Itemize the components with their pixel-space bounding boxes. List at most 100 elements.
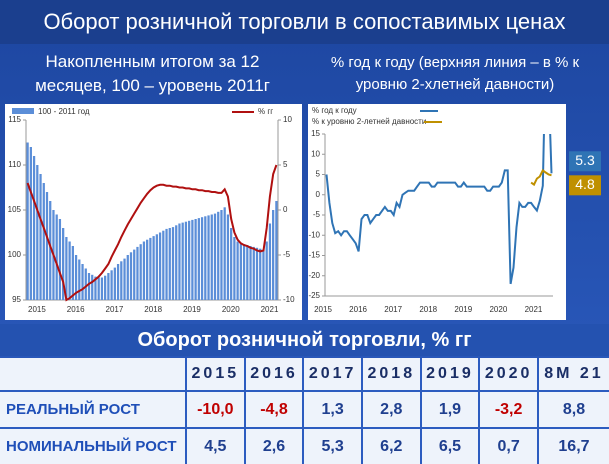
legend-swatch <box>12 108 34 114</box>
bar <box>220 210 223 300</box>
table-cell: 8,8 <box>536 391 609 428</box>
bar <box>255 247 259 300</box>
table-cell: 2,6 <box>243 428 304 464</box>
bar <box>233 237 236 300</box>
bar <box>265 241 268 300</box>
x-tick-label: 2016 <box>67 305 85 314</box>
y-tick-label: 15 <box>311 129 320 138</box>
column-header: 2017 <box>302 358 362 391</box>
bar <box>55 214 58 300</box>
bar <box>36 165 39 300</box>
corner-cell <box>0 358 186 391</box>
table-cell: -10,0 <box>185 391 245 428</box>
bar <box>26 142 29 300</box>
y-tick-label: -15 <box>308 251 320 260</box>
bar <box>100 277 104 300</box>
bar <box>230 228 233 300</box>
y-tick-label: 95 <box>12 295 21 304</box>
bar <box>49 201 52 300</box>
bar <box>42 183 45 300</box>
bar <box>110 270 113 300</box>
y-tick-label: -20 <box>308 271 320 280</box>
bar <box>116 264 120 300</box>
y-tick-label: -25 <box>308 291 320 300</box>
row-label: НОМИНАЛЬНЫЙ РОСТ <box>6 438 177 455</box>
y2-tick-label: -5 <box>283 250 291 259</box>
table-cell: -4,8 <box>243 391 304 428</box>
bar <box>78 259 81 300</box>
right-panel <box>308 104 566 320</box>
x-tick-label: 2018 <box>144 305 162 314</box>
bar <box>262 250 265 300</box>
x-tick-label: 2015 <box>314 305 332 314</box>
x-tick-label: 2020 <box>222 305 240 314</box>
table-cell: 6,5 <box>419 428 480 464</box>
row-label: РЕАЛЬНЫЙ РОСТ <box>6 401 140 418</box>
column-header: 2020 <box>478 358 538 391</box>
column-header: 2018 <box>360 358 421 391</box>
bar <box>81 264 84 300</box>
y-tick-label: 105 <box>8 205 22 214</box>
right-subtitle: % год к году (верхняя линия – в % к уров… <box>330 54 580 93</box>
bar <box>97 277 100 300</box>
bar <box>191 219 194 300</box>
y2-tick-label: -10 <box>283 295 295 304</box>
bar <box>200 217 204 300</box>
bar <box>84 268 87 300</box>
bar <box>165 228 168 300</box>
bar <box>275 201 278 300</box>
table-cell: 5,3 <box>302 428 362 464</box>
column-header: 2015 <box>185 358 245 391</box>
x-tick-label: 2017 <box>384 305 402 314</box>
table-cell: 6,2 <box>360 428 421 464</box>
y-tick-label: 0 <box>316 190 321 199</box>
y-tick-label: 5 <box>316 170 321 179</box>
table: 2015 2016 2017 2018 2019 2020 8М 21 РЕАЛЬНЫЙ РО… <box>0 358 609 464</box>
bar <box>129 252 133 300</box>
legend-label: % к уровню 2-летней давности <box>312 117 426 126</box>
table-cell: 1,3 <box>302 391 362 428</box>
bar <box>146 239 149 300</box>
series-line <box>325 134 553 285</box>
bar <box>249 246 252 300</box>
bar <box>65 237 68 300</box>
bar <box>136 246 139 300</box>
bar <box>39 174 42 300</box>
x-tick-label: 2020 <box>489 305 507 314</box>
series-line <box>530 168 552 187</box>
bar <box>107 273 110 300</box>
bar <box>171 227 175 300</box>
end-label: 4.8 <box>575 176 595 192</box>
left-subtitle: Накопленным итогом за 12 месяцев, 100 – … <box>35 52 270 95</box>
legend-label: 100 - 2011 год <box>38 107 90 116</box>
bar <box>207 215 210 300</box>
bar <box>120 261 123 300</box>
table-cell: 2,8 <box>360 391 421 428</box>
x-tick-label: 2018 <box>419 305 437 314</box>
bar <box>259 248 262 300</box>
bar <box>213 213 217 300</box>
y-tick-label: 115 <box>8 115 21 124</box>
bar <box>252 246 255 300</box>
x-tick-label: 2016 <box>349 305 367 314</box>
column-header: 2016 <box>243 358 304 391</box>
x-tick-label: 2021 <box>261 305 279 314</box>
bar <box>152 236 155 300</box>
bar <box>62 228 65 300</box>
bar <box>133 249 136 300</box>
table-cell: 16,7 <box>536 428 609 464</box>
y2-tick-label: 5 <box>283 160 288 169</box>
table-row: НОМИНАЛЬНЫЙ РОСТ 4,5 2,6 5,3 6,2 6,5 0,7 16,7 <box>0 428 609 464</box>
table-cell: 1,9 <box>419 391 480 428</box>
y-tick-label: 110 <box>8 160 21 169</box>
bar <box>113 267 116 300</box>
bar <box>158 232 162 300</box>
bar <box>184 221 188 300</box>
end-label-box <box>569 151 601 172</box>
header-row: 2015 2016 2017 2018 2019 2020 8М 21 <box>0 358 609 391</box>
table-cell: 4,5 <box>185 428 245 464</box>
bar <box>223 207 226 300</box>
bar <box>175 225 178 300</box>
bar <box>217 211 220 300</box>
bar <box>45 192 49 300</box>
